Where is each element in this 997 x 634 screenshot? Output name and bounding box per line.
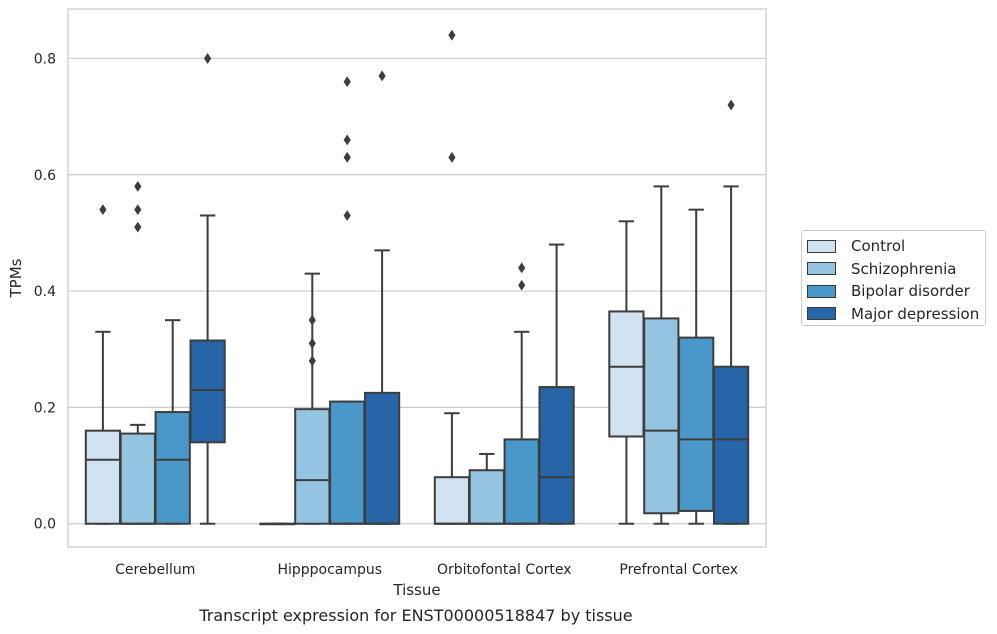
outlier-point [518, 262, 526, 274]
y-tick-label: 0.6 [34, 168, 56, 184]
legend-item: Major depression [807, 303, 985, 326]
y-axis-label: TPMs [7, 258, 25, 298]
box [643, 317, 680, 515]
x-tick-label: Hipppocampus [277, 562, 382, 578]
box [154, 411, 191, 525]
y-tick-labels: 0.0 0.2 0.4 0.6 0.8 [34, 51, 56, 532]
box [712, 365, 750, 525]
outlier-point [343, 76, 351, 88]
x-axis-label: Tissue [392, 581, 440, 599]
legend-label: Control [851, 237, 906, 256]
outlier-point [343, 151, 351, 163]
box-series [84, 29, 750, 526]
y-tick-label: 0.0 [34, 517, 56, 533]
box-schizophrenia [643, 185, 680, 525]
box-major-depression [712, 99, 750, 525]
box [189, 339, 226, 444]
outlier-point [204, 53, 212, 64]
outlier-point [343, 134, 351, 146]
box-bipolar-disorder [678, 208, 715, 525]
box [329, 400, 366, 525]
box-control [84, 204, 122, 525]
legend-item: Schizophrenia [807, 258, 985, 281]
box [119, 432, 156, 525]
box [433, 476, 471, 525]
box [503, 438, 540, 525]
box-major-depression [189, 53, 226, 525]
legend-label: Schizophrenia [851, 259, 957, 278]
box-control [608, 220, 645, 525]
outlier-point [134, 221, 142, 233]
outlier-point [518, 279, 526, 291]
outlier-point [99, 204, 107, 216]
x-tick-labels: Cerebellum Hipppocampus Orbitofontal Corte… [115, 562, 738, 578]
legend-swatch [807, 239, 836, 253]
x-tick-label: Cerebellum [115, 562, 195, 578]
outlier-point [134, 204, 142, 216]
x-tick-label: Prefrontal Cortex [619, 562, 738, 578]
legend-label: Bipolar disorder [851, 282, 970, 301]
box [363, 391, 401, 525]
legend-item: Bipolar disorder [807, 280, 985, 303]
box-control [433, 29, 471, 525]
legend-swatch [807, 307, 836, 321]
outlier-point [308, 355, 316, 367]
box [84, 429, 122, 525]
outlier-point [134, 180, 142, 192]
box-bipolar-disorder [503, 262, 540, 525]
x-tick-label: Orbitofontal Cortex [437, 562, 572, 578]
box-bipolar-disorder [154, 319, 191, 525]
box-major-depression [363, 70, 401, 525]
outlier-point [727, 99, 735, 111]
box-schizophrenia [294, 272, 331, 525]
box [538, 386, 575, 525]
outlier-point [448, 29, 456, 41]
y-tick-label: 0.2 [34, 400, 56, 416]
outlier-point [343, 210, 351, 221]
y-tick-label: 0.4 [34, 284, 56, 300]
y-tick-label: 0.8 [34, 51, 56, 67]
figure-caption: Transcript expression for ENST0000051884… [199, 606, 633, 625]
outlier-point [378, 70, 386, 82]
box [294, 408, 331, 525]
plot-frame [67, 8, 767, 548]
box [468, 469, 505, 525]
box-schizophrenia [119, 180, 156, 525]
legend-swatch [807, 262, 836, 276]
box [678, 336, 715, 512]
legend: Control Schizophrenia Bipolar disorder Majo… [801, 230, 986, 326]
box-major-depression [538, 243, 575, 525]
outlier-point [308, 338, 316, 349]
box-schizophrenia [468, 452, 505, 525]
outlier-point [308, 314, 316, 326]
box [608, 310, 645, 438]
legend-item: Control [807, 235, 985, 258]
box-bipolar-disorder [329, 76, 366, 525]
outlier-point [448, 151, 456, 163]
legend-label: Major depression [851, 304, 980, 323]
box-control [259, 522, 296, 526]
legend-swatch [807, 284, 836, 298]
